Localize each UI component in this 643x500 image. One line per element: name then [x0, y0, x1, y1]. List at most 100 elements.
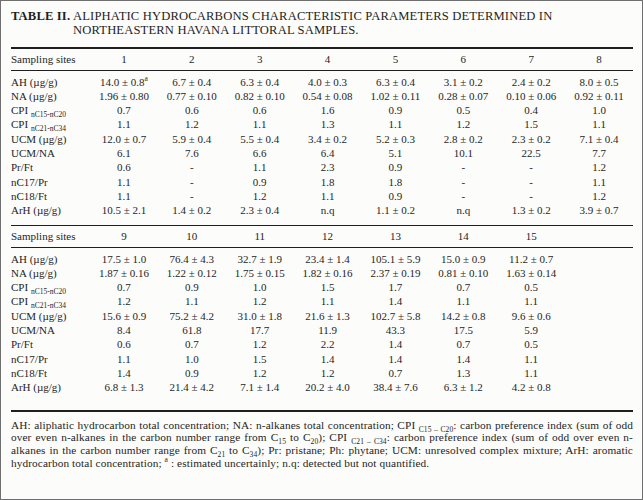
table-cell: 1.2: [429, 117, 497, 131]
table-cell: 9.6 ± 0.6: [497, 309, 565, 323]
table-cell: 6.1: [90, 146, 158, 160]
column-header: 13: [362, 226, 430, 248]
table-cell: -: [429, 175, 497, 189]
column-header: 11: [226, 226, 294, 248]
table-cell: 0.7: [90, 103, 158, 117]
table-cell: 31.0 ± 1.8: [226, 309, 294, 323]
row-label: NA (µg/g): [11, 89, 90, 103]
column-header: 10: [158, 226, 226, 248]
table-cell: 1.1: [90, 352, 158, 366]
table-cell: 1.2: [226, 189, 294, 203]
table-cell: 1.8: [294, 175, 362, 189]
table-cell: 1.4: [294, 352, 362, 366]
table-cell: 6.3 ± 1.2: [429, 380, 497, 410]
table-cell: 38.4 ± 7.6: [362, 380, 430, 410]
table-cell: 6.3 ± 0.4: [226, 70, 294, 89]
table-cell: 102.7 ± 5.8: [362, 309, 430, 323]
table-cell: -: [158, 160, 226, 174]
table-cell: 1.4 ± 0.2: [158, 203, 226, 225]
table-cell: [565, 247, 633, 266]
table-cell: 2.8 ± 0.2: [429, 132, 497, 146]
table-cell: 6.8 ± 1.3: [90, 380, 158, 410]
table-cell: 1.2: [565, 160, 633, 174]
table-cell: 8.4: [90, 323, 158, 337]
table-cell: 8.0 ± 0.5: [565, 70, 633, 89]
row-label: ArH (µg/g): [11, 380, 90, 410]
table-cell: [565, 380, 633, 410]
table-cell: 1.2: [226, 366, 294, 380]
column-header: 15: [497, 226, 565, 248]
row-label: nC17/Pr: [11, 175, 90, 189]
column-header: 9: [90, 226, 158, 248]
table-cell: 1.1: [90, 189, 158, 203]
table-cell: 0.6: [226, 103, 294, 117]
table-cell: 75.2 ± 4.2: [158, 309, 226, 323]
table-cell: 1.1: [497, 352, 565, 366]
table-cell: 1.87 ± 0.16: [90, 266, 158, 280]
table-cell: 1.63 ± 0.14: [497, 266, 565, 280]
table-cell: -: [429, 160, 497, 174]
table-cell: -: [429, 189, 497, 203]
table-cell: 105.1 ± 5.9: [362, 247, 430, 266]
table-cell: 17.5: [429, 323, 497, 337]
column-header: 3: [226, 48, 294, 71]
table-cell: 1.4: [90, 366, 158, 380]
table-cell: 20.2 ± 4.0: [294, 380, 362, 410]
row-label: nC18/Ft: [11, 366, 90, 380]
table-title: TABLE II. ALIPHATIC HYDROCARBONS CHARACT…: [11, 10, 633, 38]
table-cell: 1.6: [294, 103, 362, 117]
table-cell: 0.92 ± 0.11: [565, 89, 633, 103]
table-row: UCM (µg/g)15.6 ± 0.975.2 ± 4.231.0 ± 1.8…: [11, 309, 633, 323]
table-cell: 1.2: [90, 294, 158, 308]
table-cell: 0.6: [90, 160, 158, 174]
table-cell: 0.9: [362, 160, 430, 174]
row-label: AH (µg/g): [11, 247, 90, 266]
table-cell: 7.7: [565, 146, 633, 160]
table-cell: 5.9 ± 0.4: [158, 132, 226, 146]
table-cell: 23.4 ± 1.4: [294, 247, 362, 266]
table-cell: 2.3 ± 0.4: [226, 203, 294, 225]
table-cell: [565, 294, 633, 308]
table-cell: 0.5: [497, 280, 565, 294]
table-cell: 1.1: [90, 117, 158, 131]
table-cell: 1.0: [158, 352, 226, 366]
table-cell: 61.8: [158, 323, 226, 337]
table-cell: 4.2 ± 0.8: [497, 380, 565, 410]
sampling-sites-header: Sampling sites: [11, 226, 90, 248]
table-cell: [565, 366, 633, 380]
table-cell: 3.4 ± 0.2: [294, 132, 362, 146]
table-cell: 2.3: [294, 160, 362, 174]
table-cell: 0.5: [497, 337, 565, 351]
table-cell: 1.22 ± 0.12: [158, 266, 226, 280]
table-cell: 6.4: [294, 146, 362, 160]
table-cell: 1.2: [294, 366, 362, 380]
table-cell: 6.3 ± 0.4: [362, 70, 430, 89]
table-cell: 17.5 ± 1.0: [90, 247, 158, 266]
table-cell: 2.37 ± 0.19: [362, 266, 430, 280]
table-cell: -: [158, 175, 226, 189]
table-cell: 1.82 ± 0.16: [294, 266, 362, 280]
table-cell: 0.4: [497, 103, 565, 117]
column-header: 6: [429, 48, 497, 71]
row-label: UCM (µg/g): [11, 132, 90, 146]
table-cell: 1.3: [294, 117, 362, 131]
table-cell: 43.3: [362, 323, 430, 337]
column-header: 5: [362, 48, 430, 71]
table-cell: 11.2 ± 0.7: [497, 247, 565, 266]
table-cell: 1.5: [294, 280, 362, 294]
column-header: 2: [158, 48, 226, 71]
table-cell: 32.7 ± 1.9: [226, 247, 294, 266]
table-cell: 1.2: [226, 337, 294, 351]
document-page: TABLE II. ALIPHATIC HYDROCARBONS CHARACT…: [0, 0, 643, 500]
table-cell: 1.4: [362, 337, 430, 351]
table-cell: 1.1: [497, 294, 565, 308]
table-cell: 21.6 ± 1.3: [294, 309, 362, 323]
table-cell: 14.0 ± 0.8a: [90, 70, 158, 89]
table-cell: 1.02 ± 0.11: [362, 89, 430, 103]
table-cell: [565, 266, 633, 280]
table-cell: 0.77 ± 0.10: [158, 89, 226, 103]
table-cell: 2.3 ± 0.2: [497, 132, 565, 146]
table-cell: 7.1 ± 0.4: [565, 132, 633, 146]
table-cell: 0.10 ± 0.06: [497, 89, 565, 103]
table-row: CPI nC21-nC341.21.11.21.11.41.11.1: [11, 294, 633, 308]
